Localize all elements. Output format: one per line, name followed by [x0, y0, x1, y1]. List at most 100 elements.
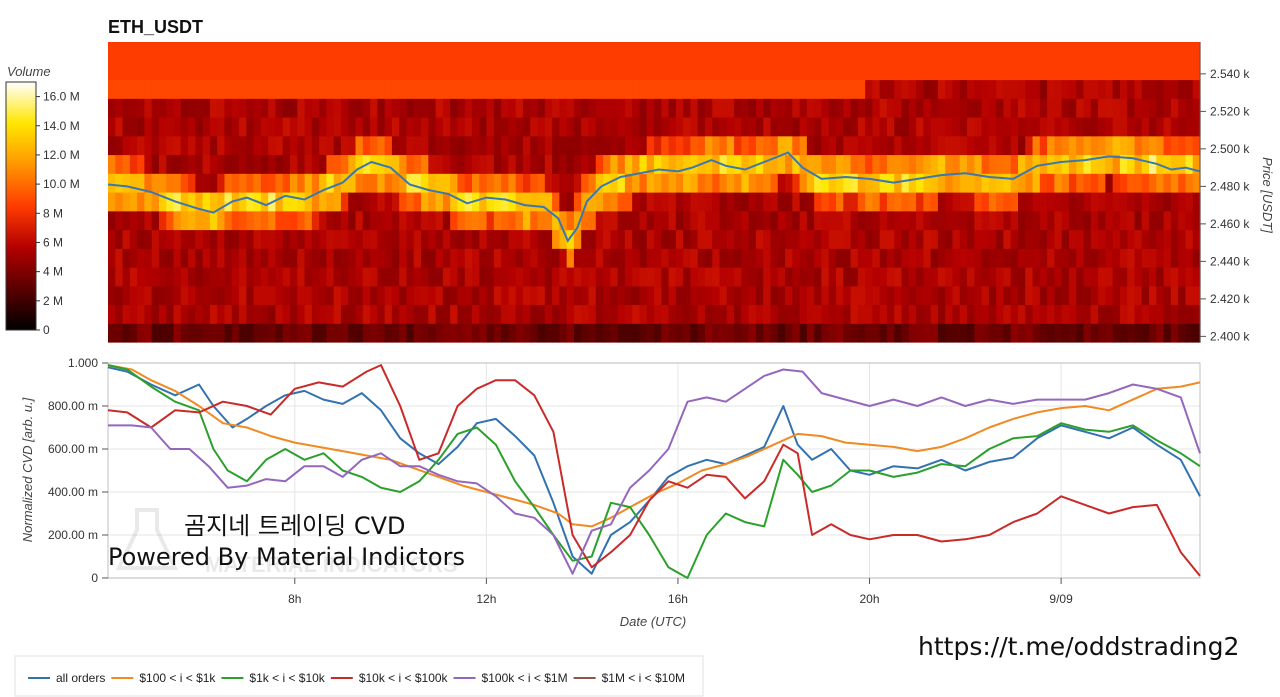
heatmap-cell — [370, 135, 378, 156]
heatmap-cell — [573, 267, 582, 287]
heatmap-cell — [1119, 154, 1128, 174]
heatmap-cell — [421, 79, 429, 99]
heatmap-cell — [814, 304, 823, 324]
heatmap-cell — [1149, 267, 1157, 287]
heatmap-cell — [348, 229, 357, 249]
heatmap-cell — [231, 135, 240, 156]
heatmap-cell — [326, 79, 335, 99]
heatmap-cell — [435, 154, 444, 174]
heatmap-cell — [1068, 79, 1077, 99]
heatmap-cell — [639, 98, 648, 118]
heatmap-cell — [457, 304, 466, 324]
heatmap-cell — [741, 98, 750, 118]
heatmap-cell — [566, 117, 575, 137]
heatmap-cell — [1127, 267, 1136, 287]
heatmap-cell — [894, 154, 903, 174]
heatmap-cell — [151, 229, 160, 249]
heatmap-cell — [362, 267, 371, 287]
heatmap-cell — [814, 42, 823, 62]
heatmap-cell — [836, 98, 844, 118]
heatmap-cell — [391, 304, 400, 324]
heatmap-cell — [916, 210, 924, 231]
heatmap-cell — [806, 323, 815, 343]
heatmap-cell — [464, 173, 473, 193]
heatmap-cell — [311, 117, 320, 137]
heatmap-cell — [501, 229, 509, 249]
heatmap-cell — [1149, 248, 1157, 268]
heatmap-cell — [1032, 42, 1041, 62]
heatmap-cell — [930, 42, 939, 62]
heatmap-cell — [552, 323, 560, 343]
heatmap-cell — [1141, 98, 1150, 118]
heatmap-cell — [1083, 248, 1092, 268]
heatmap-cell — [1105, 323, 1114, 343]
heatmap-cell — [1003, 98, 1012, 118]
heatmap-cell — [501, 192, 509, 212]
heatmap-cell — [115, 267, 124, 287]
heatmap-cell — [1076, 42, 1085, 62]
heatmap-cell — [981, 154, 990, 174]
heatmap-cell — [1068, 285, 1077, 306]
heatmap-cell — [632, 210, 641, 231]
heatmap-cell — [464, 285, 473, 306]
heatmap-cell — [777, 135, 786, 156]
heatmap-cell — [981, 229, 990, 249]
heatmap-cell — [1163, 154, 1172, 174]
heatmap-cell — [333, 173, 342, 193]
heatmap-cell — [522, 285, 531, 306]
heatmap-cell — [610, 267, 619, 287]
heatmap-cell — [275, 173, 284, 193]
heatmap-cell — [508, 267, 517, 287]
heatmap-cell — [282, 323, 291, 343]
heatmap-cell — [180, 98, 189, 118]
heatmap-cell — [290, 42, 298, 62]
heatmap-cell — [1010, 173, 1019, 193]
heatmap-cell — [246, 304, 255, 324]
heatmap-cell — [755, 192, 764, 212]
heatmap-cell — [974, 154, 983, 174]
heatmap-cell — [1156, 42, 1165, 62]
heatmap-cell — [559, 79, 568, 99]
heatmap-cell — [581, 285, 590, 306]
heatmap-cell — [406, 267, 415, 287]
heatmap-cell — [573, 42, 582, 62]
heatmap-cell — [661, 117, 670, 137]
heatmap-cell — [1054, 79, 1063, 99]
heatmap-cell — [988, 192, 997, 212]
heatmap-cell — [180, 135, 189, 156]
heatmap-cell — [530, 98, 539, 118]
heatmap-cell — [610, 135, 619, 156]
heatmap-cell — [239, 60, 247, 81]
heatmap-cell — [777, 285, 786, 306]
heatmap-cell — [435, 42, 444, 62]
heatmap-cell — [188, 135, 196, 156]
heatmap-cell — [340, 323, 349, 343]
heatmap-cell — [362, 42, 371, 62]
heatmap-cell — [370, 154, 378, 174]
heatmap-cell — [377, 229, 386, 249]
heatmap-cell — [377, 79, 386, 99]
heatmap-cell — [661, 42, 670, 62]
heatmap-cell — [726, 323, 735, 343]
heatmap-cell — [559, 304, 568, 324]
heatmap-cell — [850, 42, 859, 62]
heatmap-cell — [239, 267, 247, 287]
heatmap-cell — [661, 98, 670, 118]
heatmap-cell — [974, 285, 983, 306]
heatmap-cell — [442, 42, 451, 62]
heatmap-cell — [777, 154, 786, 174]
heatmap-cell — [399, 60, 408, 81]
colorbar-tick-label: 2 M — [43, 294, 63, 308]
heatmap-cell — [886, 98, 895, 118]
heatmap-cell — [472, 42, 480, 62]
heatmap-cell — [1156, 60, 1165, 81]
heatmap-cell — [879, 117, 888, 137]
heatmap-cell — [493, 135, 502, 156]
heatmap-cell — [930, 285, 939, 306]
heatmap-cell — [253, 267, 262, 287]
heatmap-cell — [595, 135, 604, 156]
heatmap-cell — [806, 267, 815, 287]
heatmap-cell — [1039, 267, 1048, 287]
heatmap-cell — [559, 285, 568, 306]
heatmap-cell — [326, 154, 335, 174]
